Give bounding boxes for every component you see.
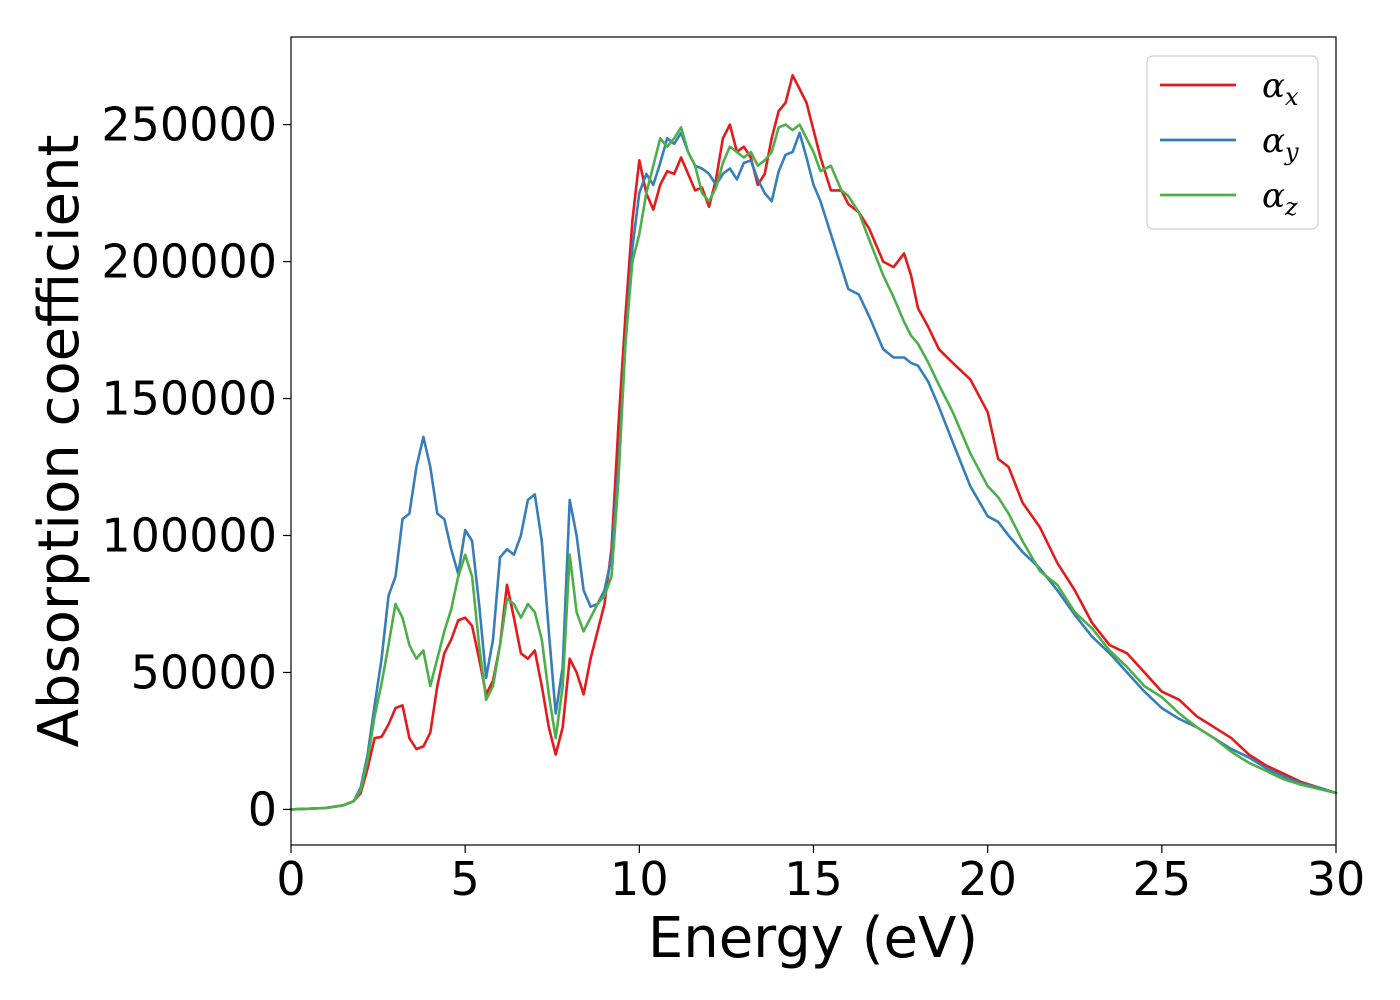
legend-label-y: αy	[1262, 121, 1299, 166]
series-line-y	[289, 131, 1338, 811]
y-axis-ticks: 0 50000 100000 150000 200000 250000	[101, 98, 291, 836]
series-line-z	[289, 123, 1338, 811]
y-tick-label: 100000	[101, 508, 277, 562]
x-tick-label: 15	[784, 852, 843, 906]
y-tick-label: 250000	[101, 98, 277, 152]
x-tick-label: 20	[958, 852, 1017, 906]
y-axis-label: Absorption coefficient	[27, 135, 92, 748]
x-tick-label: 25	[1133, 852, 1192, 906]
x-axis-label: Energy (eV)	[648, 906, 978, 971]
x-tick-label: 10	[610, 852, 669, 906]
y-tick-label: 200000	[101, 235, 277, 289]
series-line-x	[289, 74, 1338, 811]
legend: αx αy αz	[1146, 55, 1319, 230]
x-tick-label: 0	[276, 852, 305, 906]
x-tick-label: 5	[451, 852, 480, 906]
legend-box	[1146, 55, 1319, 230]
y-tick-label: 150000	[101, 372, 277, 426]
series-layer	[289, 74, 1338, 811]
legend-label-x: αx	[1262, 66, 1299, 111]
legend-label-z: αz	[1262, 176, 1298, 221]
x-tick-label: 30	[1307, 852, 1366, 906]
x-axis-ticks: 0 5 10 15 20 25 30	[276, 845, 1365, 906]
y-tick-label: 50000	[131, 645, 277, 699]
y-tick-label: 0	[248, 782, 277, 836]
